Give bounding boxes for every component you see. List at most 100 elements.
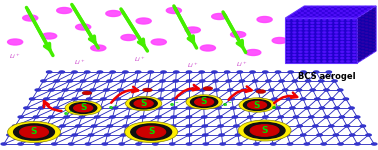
Circle shape [369, 11, 372, 12]
Circle shape [323, 19, 326, 20]
Circle shape [319, 107, 325, 109]
Circle shape [329, 38, 332, 39]
Circle shape [341, 45, 344, 46]
Circle shape [369, 49, 372, 50]
Circle shape [245, 107, 251, 109]
Circle shape [369, 52, 372, 53]
Circle shape [218, 125, 223, 127]
Circle shape [244, 122, 285, 139]
Circle shape [335, 58, 338, 59]
Circle shape [313, 71, 319, 73]
Circle shape [258, 98, 263, 100]
Circle shape [317, 54, 320, 56]
Circle shape [275, 71, 280, 73]
Circle shape [341, 42, 344, 43]
Circle shape [317, 29, 320, 30]
Circle shape [186, 95, 222, 109]
Circle shape [324, 116, 329, 118]
Circle shape [323, 51, 326, 52]
Circle shape [362, 51, 364, 52]
Circle shape [8, 122, 60, 142]
Circle shape [123, 71, 128, 73]
Circle shape [355, 16, 357, 17]
Circle shape [329, 45, 332, 46]
Circle shape [366, 29, 368, 30]
Circle shape [311, 42, 314, 43]
Circle shape [299, 58, 302, 59]
Circle shape [313, 125, 318, 127]
Circle shape [118, 89, 123, 91]
Circle shape [311, 54, 314, 56]
Circle shape [20, 126, 48, 138]
Circle shape [212, 71, 217, 73]
Circle shape [338, 143, 343, 145]
Circle shape [311, 29, 314, 30]
Circle shape [141, 116, 146, 118]
Circle shape [72, 71, 77, 73]
Circle shape [287, 35, 290, 36]
Circle shape [341, 22, 344, 23]
Circle shape [353, 35, 356, 36]
Circle shape [362, 38, 364, 39]
Circle shape [12, 125, 18, 127]
Text: e$^-$: e$^-$ [271, 104, 281, 112]
Circle shape [170, 134, 175, 136]
Circle shape [341, 7, 343, 8]
Circle shape [373, 47, 375, 48]
Circle shape [317, 48, 320, 49]
Circle shape [148, 71, 153, 73]
Circle shape [243, 98, 249, 100]
Circle shape [362, 19, 364, 20]
Circle shape [323, 32, 326, 33]
Circle shape [366, 134, 371, 136]
Circle shape [335, 29, 338, 30]
Circle shape [119, 143, 124, 145]
Circle shape [341, 48, 344, 49]
Circle shape [355, 116, 360, 118]
Circle shape [7, 134, 12, 136]
Circle shape [373, 34, 375, 35]
Circle shape [102, 143, 107, 145]
Circle shape [232, 116, 237, 118]
Circle shape [362, 48, 364, 49]
Circle shape [347, 38, 350, 39]
Circle shape [362, 28, 364, 29]
Circle shape [311, 32, 314, 33]
Circle shape [186, 125, 192, 127]
Circle shape [52, 143, 57, 145]
Circle shape [369, 14, 372, 15]
Circle shape [125, 122, 178, 142]
Circle shape [186, 80, 192, 82]
Circle shape [358, 37, 360, 38]
Circle shape [335, 32, 338, 33]
Circle shape [335, 35, 338, 36]
Text: $Li^+$: $Li^+$ [187, 61, 198, 70]
Circle shape [347, 61, 350, 62]
Circle shape [87, 98, 92, 100]
Circle shape [186, 98, 192, 100]
Circle shape [155, 125, 160, 127]
Circle shape [121, 134, 126, 136]
Circle shape [369, 20, 372, 21]
Circle shape [323, 38, 326, 39]
Circle shape [281, 125, 287, 127]
Circle shape [295, 13, 297, 14]
Circle shape [226, 80, 231, 82]
Circle shape [293, 32, 296, 33]
Circle shape [57, 8, 72, 14]
Circle shape [107, 80, 112, 82]
Circle shape [76, 89, 82, 91]
Circle shape [350, 134, 355, 136]
Circle shape [110, 71, 115, 73]
Circle shape [305, 51, 308, 52]
Circle shape [201, 107, 206, 109]
Circle shape [76, 24, 91, 30]
Circle shape [246, 50, 261, 56]
Circle shape [335, 26, 338, 27]
Circle shape [287, 61, 290, 62]
Text: e$^-$: e$^-$ [169, 101, 179, 109]
Circle shape [301, 71, 306, 73]
Circle shape [214, 89, 219, 91]
Circle shape [307, 16, 309, 17]
Circle shape [256, 90, 266, 93]
